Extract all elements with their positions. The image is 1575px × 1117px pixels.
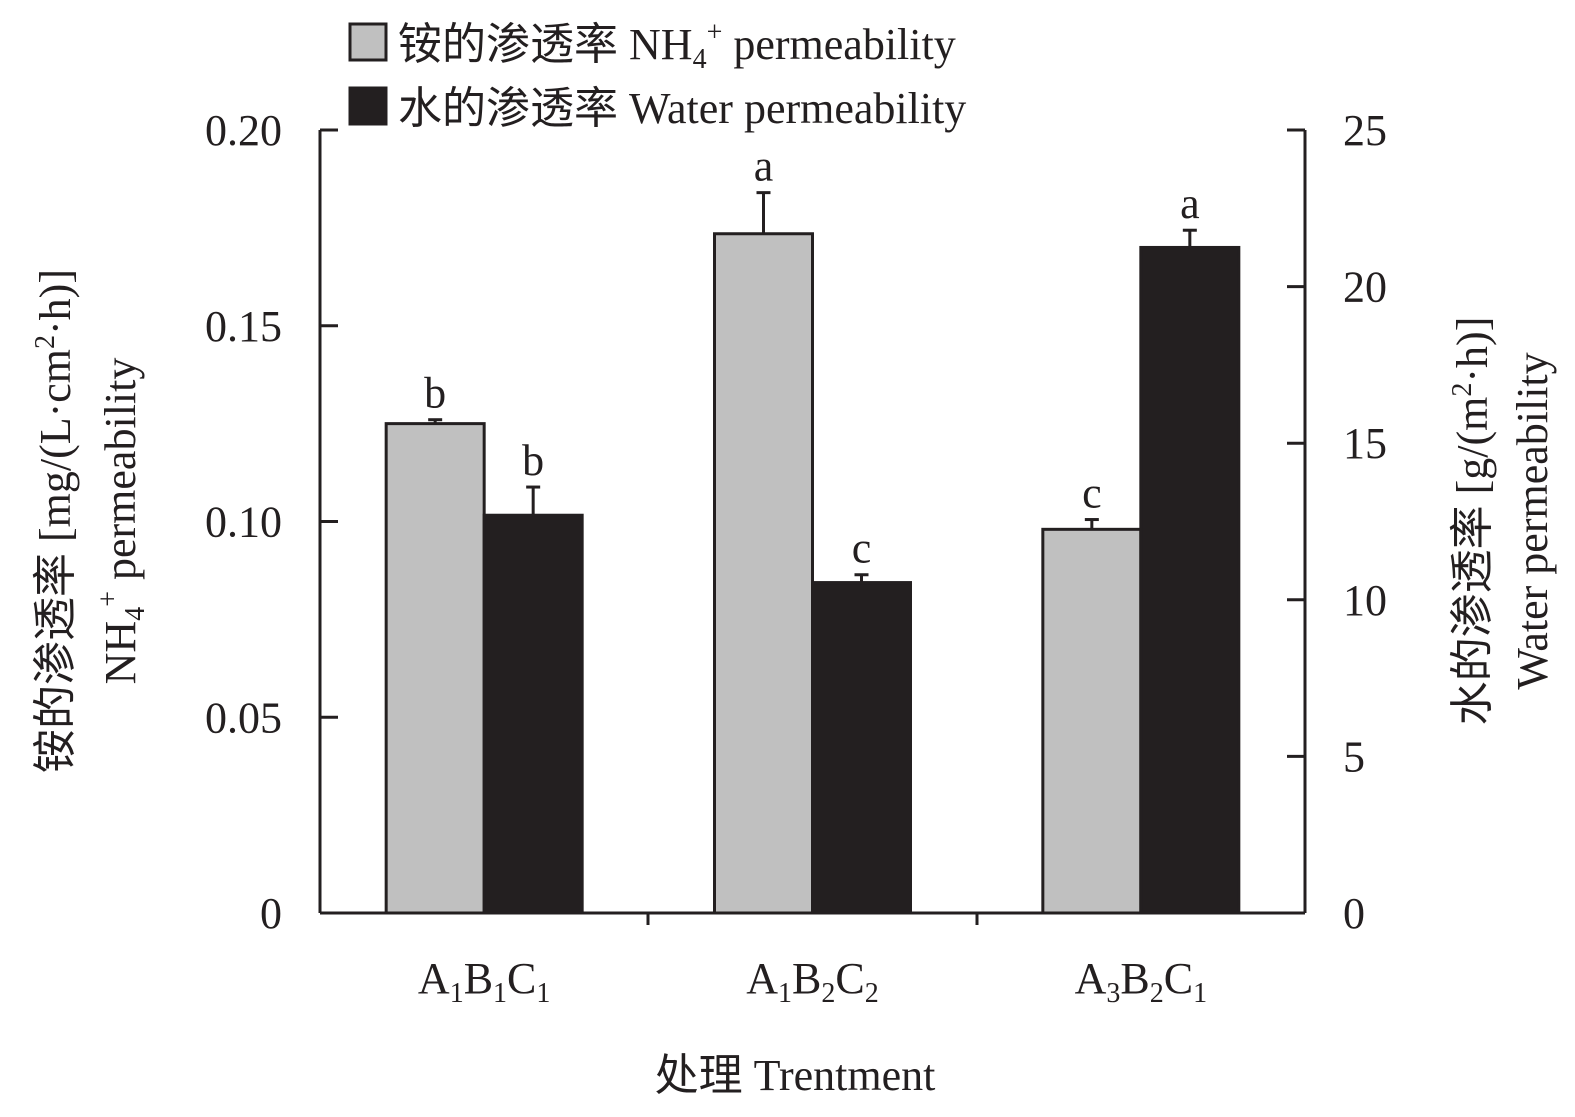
- left-tick-label: 0.15: [205, 302, 282, 351]
- significance-label: a: [1180, 179, 1200, 228]
- water-bar-a1b1c1: [482, 513, 584, 915]
- significance-label: c: [852, 524, 872, 573]
- right-tick-label: 10: [1343, 576, 1387, 625]
- right-axis-title: 水的渗透率 [g/(m2·h)]: [1447, 317, 1497, 726]
- axes: 0 0.05 0.10 0.15 0.20 0 5 10 15 20 25: [205, 106, 1387, 938]
- legend-swatch-water: [348, 86, 388, 126]
- left-axis-title: 铵的渗透率 [mg/(L·cm2·h)]: [30, 269, 80, 773]
- category-label: A1​B2​C2​: [746, 954, 879, 1009]
- significance-label: c: [1082, 469, 1102, 518]
- left-tick-label: 0: [260, 889, 282, 938]
- labels: b b A1​B1​C1​ a c A1​B2​C2​ c a A3​B2​C1​ 处理 Tren…: [30, 142, 1557, 1100]
- nh4-bar-a1b1c1: [384, 422, 486, 915]
- left-tick-label: 0.10: [205, 498, 282, 547]
- water-bar-a1b2c2: [811, 581, 912, 915]
- nh4-bar-a3b2c1: [1041, 527, 1143, 915]
- right-tick-label: 5: [1343, 732, 1365, 781]
- right-tick-label: 15: [1343, 419, 1387, 468]
- x-axis-title: 处理 Trentment: [655, 1051, 936, 1100]
- significance-label: b: [522, 436, 544, 485]
- category-label: A1​B1​C1​: [418, 954, 550, 1009]
- legend: 铵的渗透率 NH4+ permeability 水的渗透率 Water perme…: [348, 17, 966, 133]
- left-tick-label: 0.20: [205, 106, 282, 155]
- right-tick-label: 25: [1343, 106, 1387, 155]
- right-axis-subtitle: Water permeability: [1508, 352, 1557, 689]
- significance-label: b: [424, 369, 446, 418]
- left-axis-subtitle: NH4+ permeability: [93, 358, 151, 685]
- significance-label: a: [754, 142, 774, 191]
- legend-label-nh4: 铵的渗透率 NH4+ permeability: [398, 17, 956, 75]
- left-tick-label: 0.05: [205, 693, 282, 742]
- bars: [384, 191, 1241, 915]
- legend-swatch-nh4: [348, 22, 388, 62]
- right-tick-label: 20: [1343, 263, 1387, 312]
- right-tick-label: 0: [1343, 889, 1365, 938]
- legend-label-water: 水的渗透率 Water permeability: [398, 84, 966, 133]
- category-label: A3​B2​C1​: [1075, 954, 1208, 1009]
- nh4-bar-a1b2c2: [713, 232, 814, 915]
- water-bar-a3b2c1: [1139, 245, 1241, 915]
